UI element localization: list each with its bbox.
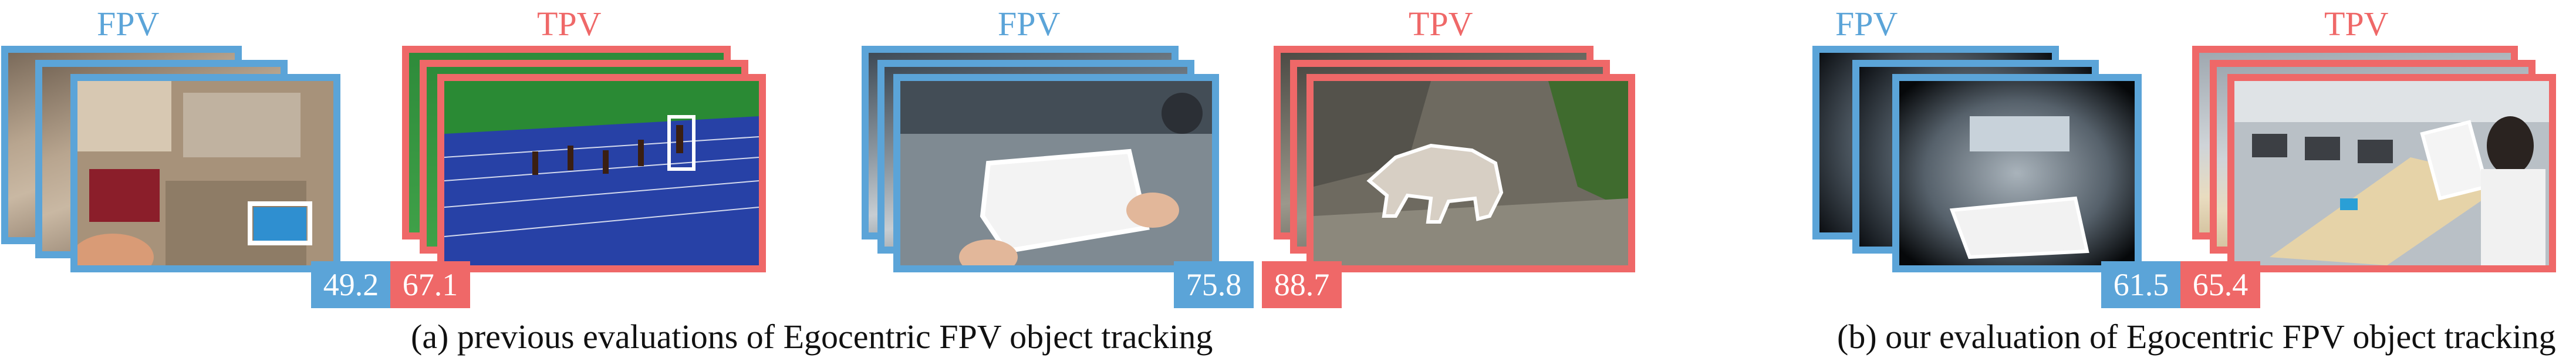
tracking-box — [248, 201, 312, 245]
view-label-fpv: FPV — [97, 5, 160, 43]
score-badge: 49.2 — [311, 261, 391, 308]
scene-classroom-illustration — [1899, 81, 2135, 265]
view-label-tpv: TPV — [537, 5, 602, 43]
scene-room-illustration — [77, 81, 333, 265]
score-badge: 88.7 — [1262, 261, 1342, 308]
video-frame — [1892, 74, 2142, 272]
video-frame — [2227, 74, 2556, 272]
caption-panel-a: (a) previous evaluations of Egocentric F… — [411, 318, 1213, 356]
view-label-fpv: FPV — [1835, 5, 1898, 43]
score-badge: 67.1 — [390, 261, 470, 308]
video-frame — [437, 74, 766, 272]
view-label-tpv: TPV — [1409, 5, 1473, 43]
scene-bear-illustration — [1314, 81, 1628, 265]
scene-track-illustration — [444, 81, 759, 265]
tracking-box — [667, 115, 696, 171]
caption-panel-b: (b) our evaluation of Egocentric FPV obj… — [1837, 318, 2556, 356]
score-badge: 65.4 — [2180, 261, 2260, 308]
video-frame — [893, 74, 1219, 272]
scene-container-illustration — [900, 81, 1212, 265]
score-badge: 75.8 — [1174, 261, 1254, 308]
scene-person-illustration — [2234, 81, 2549, 265]
video-frame — [70, 74, 340, 272]
view-label-fpv: FPV — [998, 5, 1061, 43]
video-frame — [1306, 74, 1635, 272]
score-badge: 61.5 — [2101, 261, 2181, 308]
view-label-tpv: TPV — [2324, 5, 2389, 43]
